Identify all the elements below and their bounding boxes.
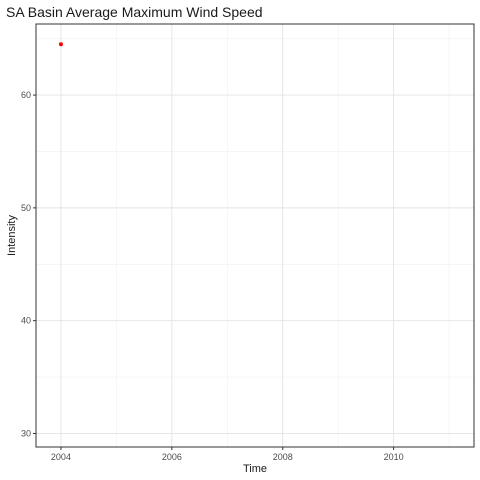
grid-minor <box>36 24 474 447</box>
plot-panel <box>36 24 474 447</box>
data-point <box>58 42 63 47</box>
grid-major <box>36 24 474 447</box>
x-tick-label: 2008 <box>273 452 293 462</box>
y-axis-label: Intensity <box>6 215 18 256</box>
chart-title: SA Basin Average Maximum Wind Speed <box>6 4 263 20</box>
x-tick-label: 2010 <box>384 452 404 462</box>
y-axis: 30 40 50 60 <box>21 90 36 438</box>
x-tick-label: 2004 <box>51 452 71 462</box>
y-tick-label: 40 <box>21 316 31 326</box>
data-points <box>58 42 63 47</box>
x-axis-label: Time <box>243 463 267 475</box>
y-tick-label: 30 <box>21 428 31 438</box>
x-axis: 2004 2006 2008 2010 <box>51 447 404 462</box>
plot-border <box>35 23 475 448</box>
x-tick-label: 2006 <box>162 452 182 462</box>
y-tick-label: 50 <box>21 203 31 213</box>
y-tick-label: 60 <box>21 90 31 100</box>
